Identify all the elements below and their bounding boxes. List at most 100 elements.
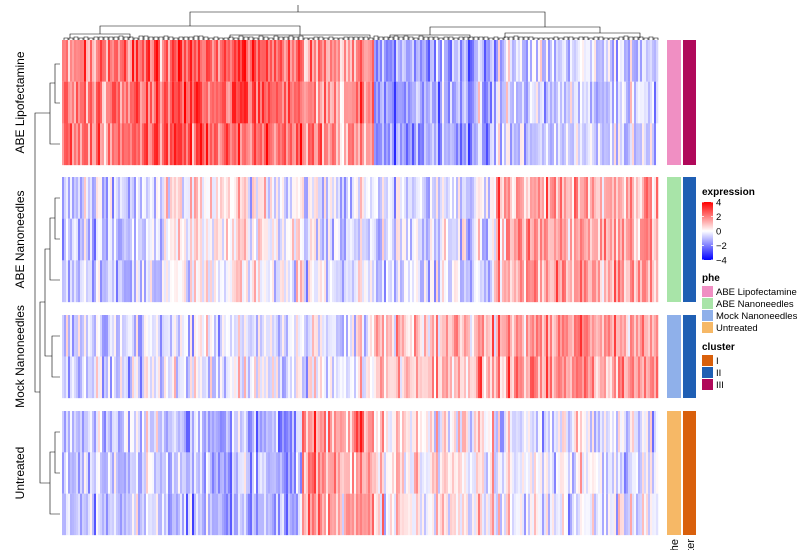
heatmap-cell [110,123,113,166]
heatmap-cell [184,260,187,303]
heatmap-cell [160,411,163,453]
heatmap-cell [584,123,587,166]
heatmap-cell [138,218,141,261]
heatmap-cell [578,315,581,357]
dendrogram-branch [348,36,354,40]
heatmap-cell [174,177,177,219]
heatmap-cell [596,260,599,303]
heatmap-cell [156,218,159,261]
heatmap-cell [182,218,185,261]
heatmap-cell [330,356,333,399]
heatmap-cell [510,315,513,357]
heatmap-cell [598,40,601,82]
heatmap-cell [230,356,233,399]
heatmap-cell [482,315,485,357]
heatmap-cell [358,123,361,166]
heatmap-cell [132,452,135,494]
heatmap-cell [98,40,101,82]
heatmap-cell [394,123,397,166]
heatmap-cell [596,315,599,357]
heatmap-cell [302,411,305,453]
heatmap-cell [166,260,169,303]
heatmap-cell [190,315,193,357]
heatmap-cell [260,260,263,303]
heatmap-cell [190,177,193,219]
heatmap-cell [256,81,259,124]
heatmap-cell [402,177,405,219]
heatmap-cell [402,315,405,357]
heatmap-cell [616,123,619,166]
heatmap-cell [476,452,479,494]
heatmap-cell [582,356,585,399]
heatmap-cell [388,315,391,357]
heatmap-cell [142,260,145,303]
heatmap-cell [158,260,161,303]
heatmap-cell [618,177,621,219]
heatmap-cell [324,493,327,536]
heatmap-cell [76,493,79,536]
heatmap-cell [72,452,75,494]
heatmap-cell [534,260,537,303]
heatmap-cell [500,177,503,219]
heatmap-cell [234,493,237,536]
heatmap-cell [130,81,133,124]
heatmap-cell [520,452,523,494]
heatmap-cell [384,411,387,453]
heatmap-cell [466,177,469,219]
dendrogram-branch [373,35,379,40]
heatmap-cell [574,315,577,357]
heatmap-cell [532,177,535,219]
heatmap-cell [394,452,397,494]
heatmap-cell [384,356,387,399]
heatmap-cell [206,123,209,166]
heatmap-cell [162,493,165,536]
heatmap-cell [600,315,603,357]
heatmap-cell [310,315,313,357]
heatmap-cell [220,40,223,82]
heatmap-cell [626,493,629,536]
heatmap-cell [626,123,629,166]
heatmap-cell [462,315,465,357]
heatmap-cell [398,40,401,82]
heatmap-cell [174,40,177,82]
heatmap-cell [100,40,103,82]
heatmap-cell [326,411,329,453]
heatmap-cell [318,40,321,82]
heatmap-cell [566,452,569,494]
heatmap-cell [198,218,201,261]
heatmap-cell [198,177,201,219]
heatmap-cell [226,356,229,399]
heatmap-cell [602,315,605,357]
heatmap-cell [300,40,303,82]
dendrogram-branch [548,37,554,40]
heatmap-cell [440,177,443,219]
heatmap-cell [110,493,113,536]
heatmap-cell [652,177,655,219]
heatmap-cell [504,411,507,453]
heatmap-cell [122,452,125,494]
heatmap-cell [322,218,325,261]
heatmap-cell [508,452,511,494]
heatmap-cell [440,81,443,124]
heatmap-cell [598,260,601,303]
heatmap-cell [550,411,553,453]
heatmap-cell [530,177,533,219]
heatmap-cell [170,40,173,82]
heatmap-cell [538,81,541,124]
heatmap-cell [126,315,129,357]
heatmap-cell [246,81,249,124]
heatmap-cell [266,218,269,261]
heatmap-cell [242,177,245,219]
heatmap-cell [518,177,521,219]
heatmap-cell [308,315,311,357]
heatmap-cell [414,356,417,399]
heatmap-cell [398,411,401,453]
heatmap-cell [130,40,133,82]
heatmap-cell [182,123,185,166]
heatmap-cell [398,315,401,357]
heatmap-cell [492,452,495,494]
heatmap-cell [568,177,571,219]
heatmap-cell [278,123,281,166]
heatmap-cell [452,315,455,357]
